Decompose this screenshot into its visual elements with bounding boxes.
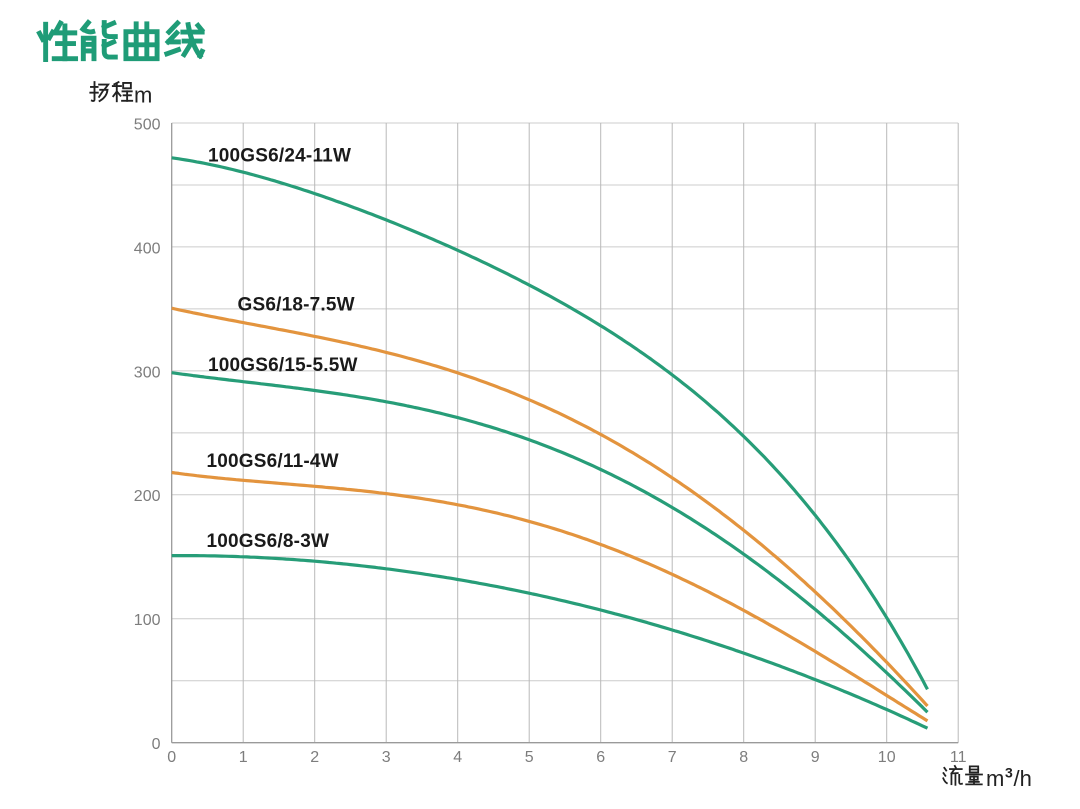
svg-text:0: 0 bbox=[152, 736, 161, 753]
svg-text:9: 9 bbox=[811, 749, 820, 766]
svg-text:6: 6 bbox=[596, 749, 605, 766]
svg-text:4: 4 bbox=[453, 749, 462, 766]
svg-text:1: 1 bbox=[239, 749, 248, 766]
svg-text:100: 100 bbox=[134, 612, 161, 629]
svg-text:500: 500 bbox=[134, 116, 161, 133]
svg-text:300: 300 bbox=[134, 364, 161, 381]
svg-text:GS6/18-7.5W: GS6/18-7.5W bbox=[238, 295, 355, 316]
svg-text:3: 3 bbox=[382, 749, 391, 766]
svg-text:3: 3 bbox=[1005, 764, 1013, 780]
svg-text:10: 10 bbox=[878, 749, 896, 766]
svg-text:400: 400 bbox=[134, 240, 161, 257]
svg-text:100GS6/15-5.5W: 100GS6/15-5.5W bbox=[208, 355, 358, 376]
svg-text:100GS6/24-11W: 100GS6/24-11W bbox=[208, 146, 351, 167]
svg-text:5: 5 bbox=[525, 749, 534, 766]
svg-text:2: 2 bbox=[310, 749, 319, 766]
svg-text:m: m bbox=[986, 766, 1004, 791]
svg-text:0: 0 bbox=[167, 749, 176, 766]
svg-text:100GS6/11-4W: 100GS6/11-4W bbox=[207, 451, 339, 472]
svg-text:11: 11 bbox=[950, 749, 967, 766]
svg-text:200: 200 bbox=[134, 488, 161, 505]
svg-text:/h: /h bbox=[1014, 766, 1032, 791]
svg-text:100GS6/8-3W: 100GS6/8-3W bbox=[207, 531, 330, 552]
svg-text:8: 8 bbox=[739, 749, 748, 766]
svg-text:m: m bbox=[134, 83, 152, 108]
svg-text:7: 7 bbox=[668, 749, 677, 766]
